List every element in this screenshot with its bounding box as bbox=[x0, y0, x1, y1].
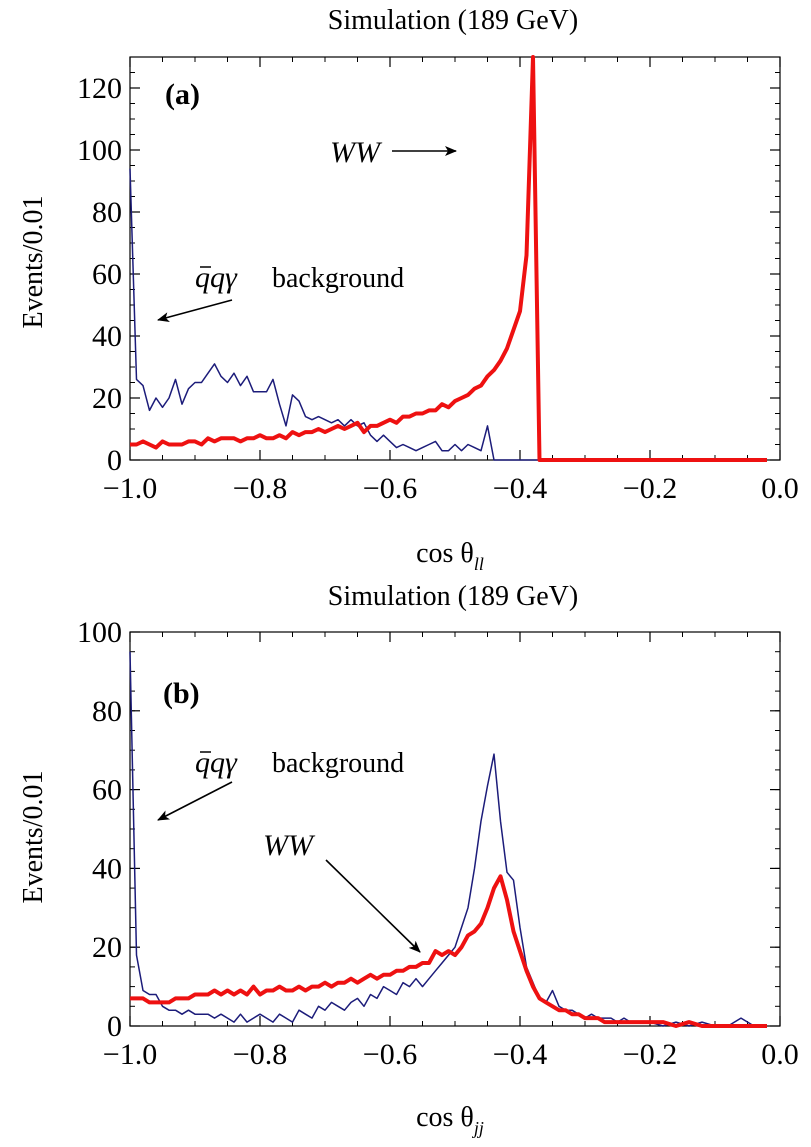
y-tick-label-b: 0 bbox=[107, 1010, 122, 1043]
x-axis-label-main-a: cos θ bbox=[416, 538, 474, 569]
x-tick-label-a: −0.2 bbox=[623, 472, 677, 505]
y-axis-label-b: Events/0.01 bbox=[18, 771, 49, 904]
background-annotation-b: qqγ background bbox=[157, 746, 404, 821]
x-tick-label-b: −0.2 bbox=[623, 1038, 677, 1071]
panel-label-a: (a) bbox=[165, 78, 200, 111]
bg-text-a: background bbox=[272, 263, 404, 294]
x-tick-label-a: −0.4 bbox=[493, 472, 547, 505]
ww-label-b: WW bbox=[263, 829, 316, 862]
ww-label-a: WW bbox=[330, 136, 383, 169]
x-tick-label-b: −0.8 bbox=[233, 1038, 287, 1071]
x-tick-label-a: −0.8 bbox=[233, 472, 287, 505]
x-axis-label-b: cos θjj bbox=[416, 1102, 484, 1138]
background-annotation-a: qqγ background bbox=[157, 261, 404, 322]
ww-arrow-b bbox=[325, 859, 421, 953]
y-tick-label-a: 40 bbox=[92, 320, 122, 353]
y-axis-label-a: Events/0.01 bbox=[18, 196, 49, 329]
y-tick-label-b: 60 bbox=[92, 774, 122, 807]
ww-series-line-a bbox=[130, 55, 767, 462]
plot-frame-b bbox=[129, 631, 781, 1027]
y-tick-label-b: 80 bbox=[92, 695, 122, 728]
x-tick-label-a: 0.0 bbox=[761, 472, 799, 505]
y-tick-label-a: 120 bbox=[77, 72, 122, 105]
y-tick-label-a: 80 bbox=[92, 196, 122, 229]
x-tick-label-b: −0.6 bbox=[363, 1038, 417, 1071]
y-tick-label-b: 40 bbox=[92, 852, 122, 885]
chart-panel-a: Simulation (189 GeV) −1.0 −0.8 −0.6 −0.4 −0.… bbox=[18, 5, 799, 574]
y-tick-label-a: 20 bbox=[92, 382, 122, 415]
y-tick-label-a: 100 bbox=[77, 134, 122, 167]
bg-symbol-a: qqγ bbox=[195, 261, 238, 294]
x-tick-label-b: 0.0 bbox=[761, 1038, 799, 1071]
x-tick-label-a: −1.0 bbox=[103, 472, 157, 505]
bg-text-b: background bbox=[272, 748, 404, 779]
chart-title-a: Simulation (189 GeV) bbox=[328, 5, 578, 36]
panel-label-b: (b) bbox=[163, 677, 200, 710]
ww-series-line-b bbox=[130, 874, 767, 1028]
x-axis-label-a: cos θll bbox=[416, 538, 484, 574]
x-axis-label-sub-b: jj bbox=[472, 1118, 484, 1138]
background-series-line-b bbox=[129, 651, 767, 1027]
y-tick-label-a: 0 bbox=[107, 444, 122, 477]
x-tick-label-b: −0.4 bbox=[493, 1038, 547, 1071]
y-tick-label-b: 100 bbox=[77, 616, 122, 649]
x-tick-label-b: −1.0 bbox=[103, 1038, 157, 1071]
bg-arrow-a bbox=[157, 299, 233, 322]
y-tick-label-a: 60 bbox=[92, 258, 122, 291]
bg-arrow-b bbox=[157, 781, 233, 821]
x-axis-label-main-b: cos θ bbox=[416, 1102, 474, 1133]
x-axis-label-sub-a: ll bbox=[474, 554, 484, 574]
x-tick-label-a: −0.6 bbox=[363, 472, 417, 505]
chart-panel-b: Simulation (189 GeV) −1.0 −0.8 −0.6 −0.4 −0.… bbox=[18, 581, 799, 1138]
bg-symbol-b: qqγ bbox=[195, 746, 238, 779]
chart-title-b: Simulation (189 GeV) bbox=[328, 581, 578, 612]
background-series-line-a bbox=[129, 168, 767, 461]
y-tick-label-b: 20 bbox=[92, 931, 122, 964]
